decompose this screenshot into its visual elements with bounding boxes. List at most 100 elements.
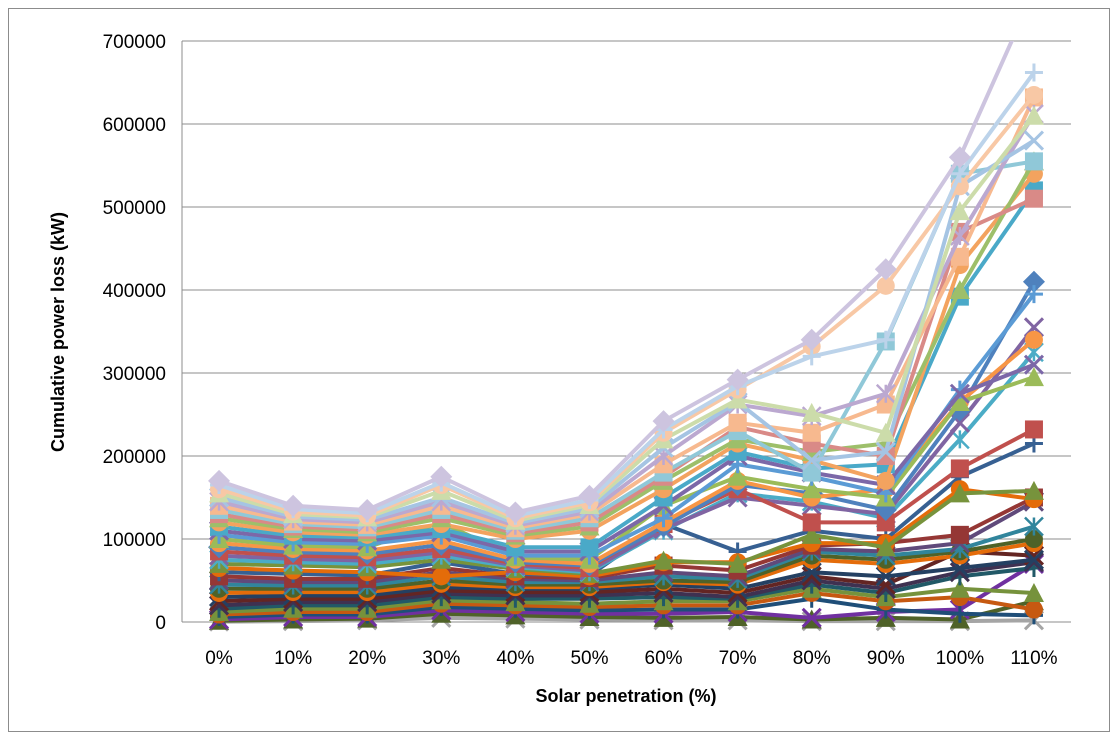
data-point <box>949 483 970 503</box>
data-point <box>1023 549 1045 570</box>
data-point <box>876 276 895 295</box>
y-tick-label: 300000 <box>103 364 166 385</box>
data-point <box>949 578 970 598</box>
data-point <box>875 422 896 442</box>
x-tick-label: 50% <box>570 648 608 669</box>
series-line <box>218 495 1035 581</box>
y-tick-labels: 0 100000 200000 300000 400000 500000 600000 700… <box>103 32 166 634</box>
data-point <box>948 146 971 169</box>
data-point <box>1023 367 1044 387</box>
data-point <box>949 392 970 412</box>
series-line <box>218 113 1036 528</box>
series-line <box>218 596 1035 620</box>
data-point <box>1023 105 1044 125</box>
data-point <box>949 280 970 299</box>
data-point <box>802 463 821 482</box>
series-line <box>218 71 1036 518</box>
data-point <box>653 550 674 570</box>
x-tick-label: 60% <box>645 648 683 669</box>
data-point <box>950 604 969 623</box>
data-point <box>875 441 896 462</box>
series-line <box>218 172 1036 541</box>
series-line <box>218 549 1035 604</box>
data-point <box>208 469 231 492</box>
data-point <box>876 395 895 414</box>
data-point <box>801 479 822 499</box>
y-tick-label: 0 <box>155 613 166 634</box>
y-tick-label: 500000 <box>103 198 166 219</box>
data-point <box>1024 63 1043 82</box>
series-line <box>218 590 1035 617</box>
series-line <box>218 41 1014 515</box>
series-line <box>218 96 1036 531</box>
data-point <box>1023 582 1044 602</box>
y-tick-label: 600000 <box>103 115 166 136</box>
x-tick-label: 30% <box>422 648 460 669</box>
data-point <box>432 567 451 586</box>
data-point <box>876 330 895 349</box>
series-line <box>218 566 1035 611</box>
data-point <box>801 607 822 628</box>
data-point <box>356 498 379 521</box>
data-point <box>726 368 749 391</box>
series-line <box>218 499 1035 585</box>
data-point <box>1024 516 1044 537</box>
series-line <box>218 326 1036 573</box>
x-tick-label: 80% <box>793 648 831 669</box>
series-line <box>219 537 1035 591</box>
series-line <box>218 196 1035 536</box>
series-line <box>218 557 1035 600</box>
data-point <box>1024 189 1043 208</box>
x-tick-labels: 0% 10% 20% 30% 40% 50% 60% 70% 80% 90% 100% 110% <box>205 648 1057 669</box>
data-point <box>1024 152 1043 171</box>
data-point <box>876 513 895 532</box>
data-point <box>802 423 821 442</box>
data-point <box>430 465 453 488</box>
data-point <box>801 450 822 471</box>
data-point <box>727 466 748 486</box>
x-tick-label: 90% <box>867 648 905 669</box>
x-tick-label: 70% <box>719 648 757 669</box>
data-point <box>950 459 969 478</box>
data-point <box>1024 330 1043 349</box>
data-point <box>875 574 896 595</box>
series-group <box>208 0 1045 632</box>
data-point <box>950 525 969 544</box>
series-0 <box>208 0 1045 524</box>
y-tick-label: 400000 <box>103 281 166 302</box>
data-point <box>282 494 305 517</box>
series-line <box>218 488 1035 576</box>
x-tick-label: 40% <box>496 648 534 669</box>
series-line <box>218 375 1035 562</box>
data-point <box>1023 354 1045 375</box>
y-axis-title: Cumulative power loss (kW) <box>48 212 68 452</box>
data-point <box>578 484 601 507</box>
x-tick-label: 100% <box>936 648 985 669</box>
x-tick-label: 0% <box>205 648 233 669</box>
data-point <box>1024 85 1043 104</box>
data-point <box>949 383 970 404</box>
data-point <box>875 537 896 557</box>
y-tick-label: 100000 <box>103 530 166 551</box>
data-point <box>1022 270 1045 293</box>
data-point <box>1024 600 1043 619</box>
y-tick-label: 200000 <box>103 447 166 468</box>
data-point <box>874 258 897 281</box>
series-line <box>218 138 1036 526</box>
data-point <box>801 402 822 422</box>
series-line <box>218 280 1036 568</box>
data-point <box>949 429 970 450</box>
data-point <box>654 509 673 528</box>
data-point <box>727 553 748 573</box>
series-line <box>219 524 1035 588</box>
data-point <box>950 247 969 266</box>
series-line <box>218 189 1036 550</box>
x-tick-label: 110% <box>1010 648 1057 669</box>
data-point <box>801 524 822 544</box>
data-point <box>876 471 895 490</box>
data-point <box>1024 530 1043 548</box>
data-point <box>1023 0 1045 2</box>
data-point <box>800 328 823 351</box>
data-point <box>728 413 747 432</box>
